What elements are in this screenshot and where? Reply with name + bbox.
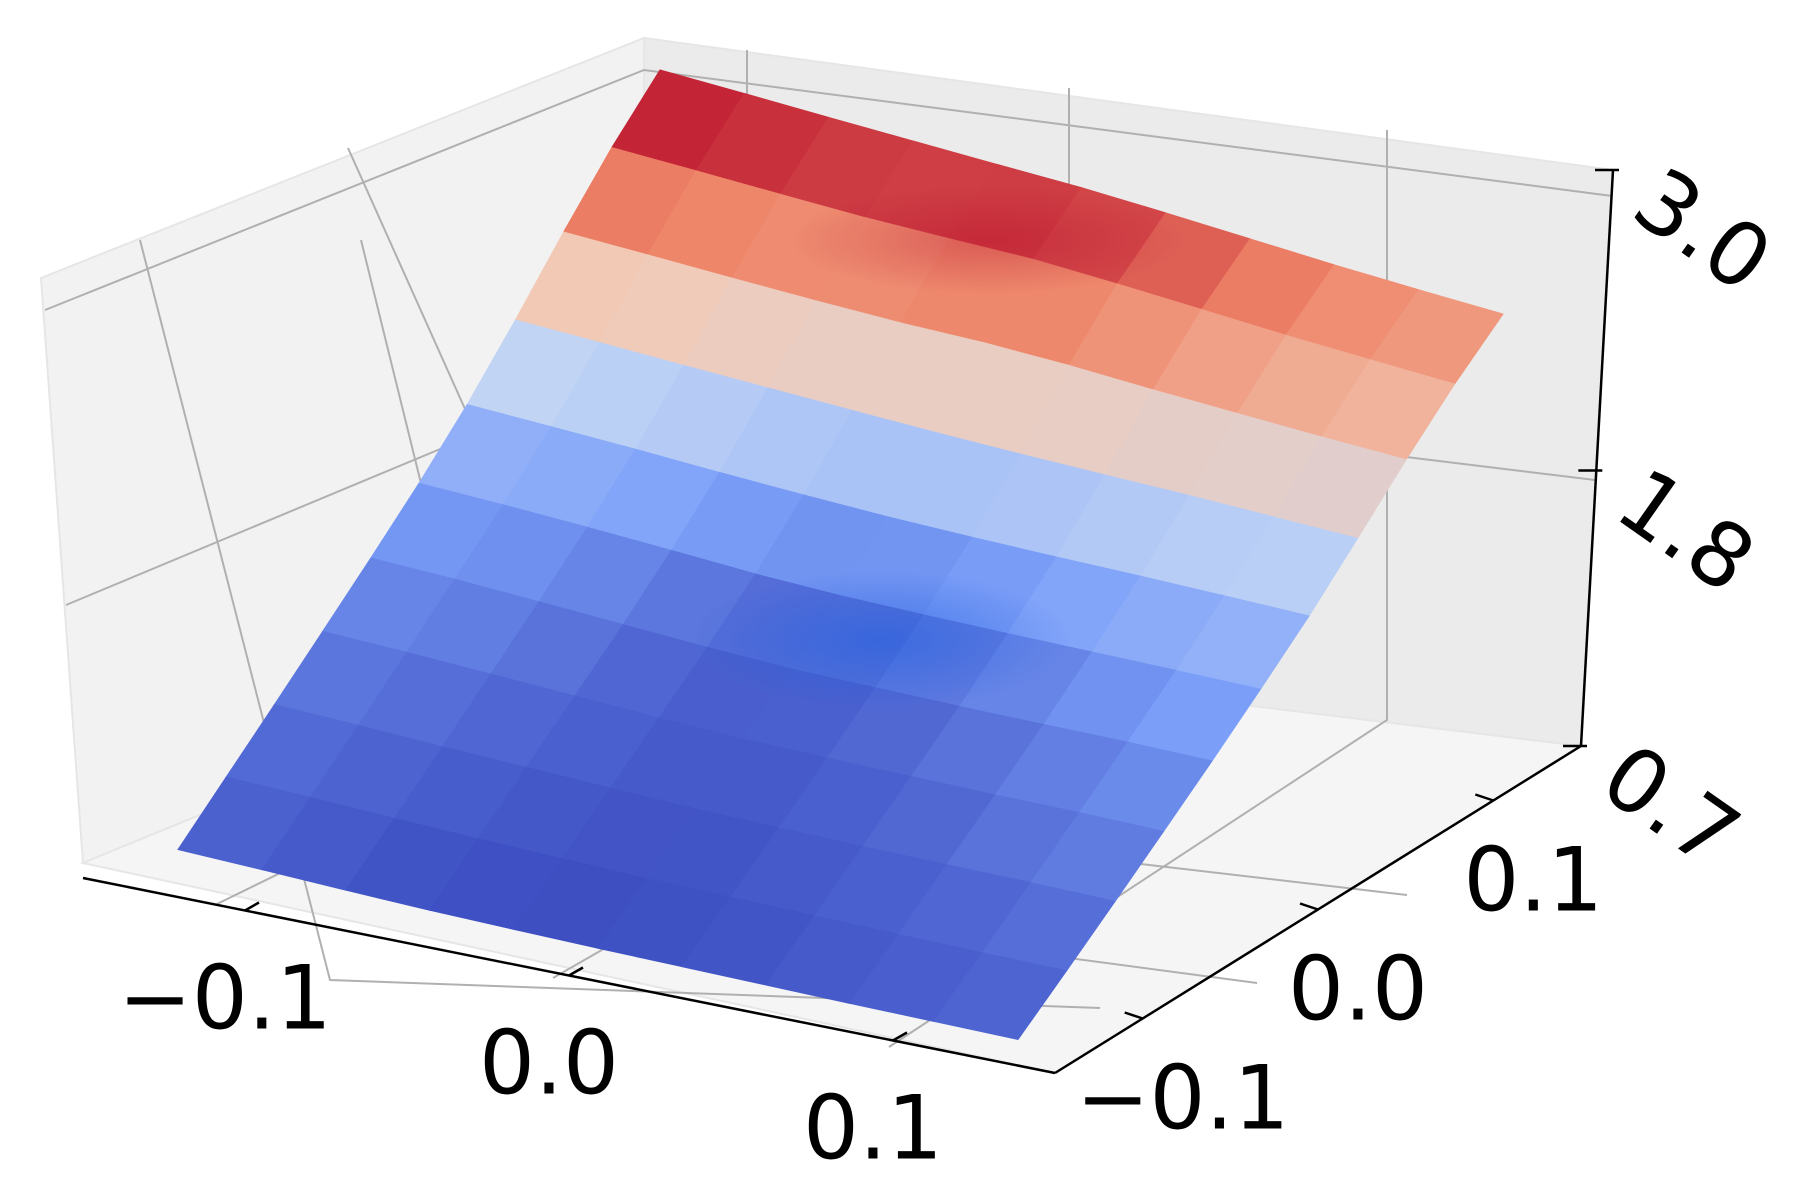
z-tick-label: 3.0 — [1616, 148, 1790, 313]
y-tick-mark — [1299, 902, 1319, 911]
x-tick-mark — [244, 901, 260, 912]
surface-patch — [933, 952, 1068, 1041]
y-tick-label: −0.1 — [1076, 1047, 1290, 1150]
y-tick-label: 0.1 — [1463, 829, 1603, 932]
x-ticks: −0.1 0.0 0.1 — [118, 901, 943, 1180]
z-axis-line — [1579, 169, 1615, 747]
x-tick-mark — [892, 1031, 908, 1042]
x-tick-label: 0.0 — [479, 1012, 619, 1115]
z-tick-label: 0.7 — [1584, 724, 1758, 889]
y-tick-mark — [1474, 793, 1494, 802]
surface-shading — [690, 185, 1190, 710]
y-ticks: −0.10.0 0.1 — [1076, 793, 1603, 1150]
surface — [177, 69, 1504, 1041]
x-tick-label: 0.1 — [803, 1077, 943, 1180]
grid-z-2 — [44, 68, 1613, 311]
x-tick-mark — [568, 966, 584, 977]
y-tick-label: 0.0 — [1288, 938, 1428, 1041]
red-high-region — [790, 185, 1190, 295]
x-tick-label: −0.1 — [118, 947, 332, 1050]
y-tick-mark — [1124, 1011, 1144, 1020]
blue-low-region — [690, 570, 1070, 710]
z-tick-label: 1.8 — [1599, 448, 1773, 613]
